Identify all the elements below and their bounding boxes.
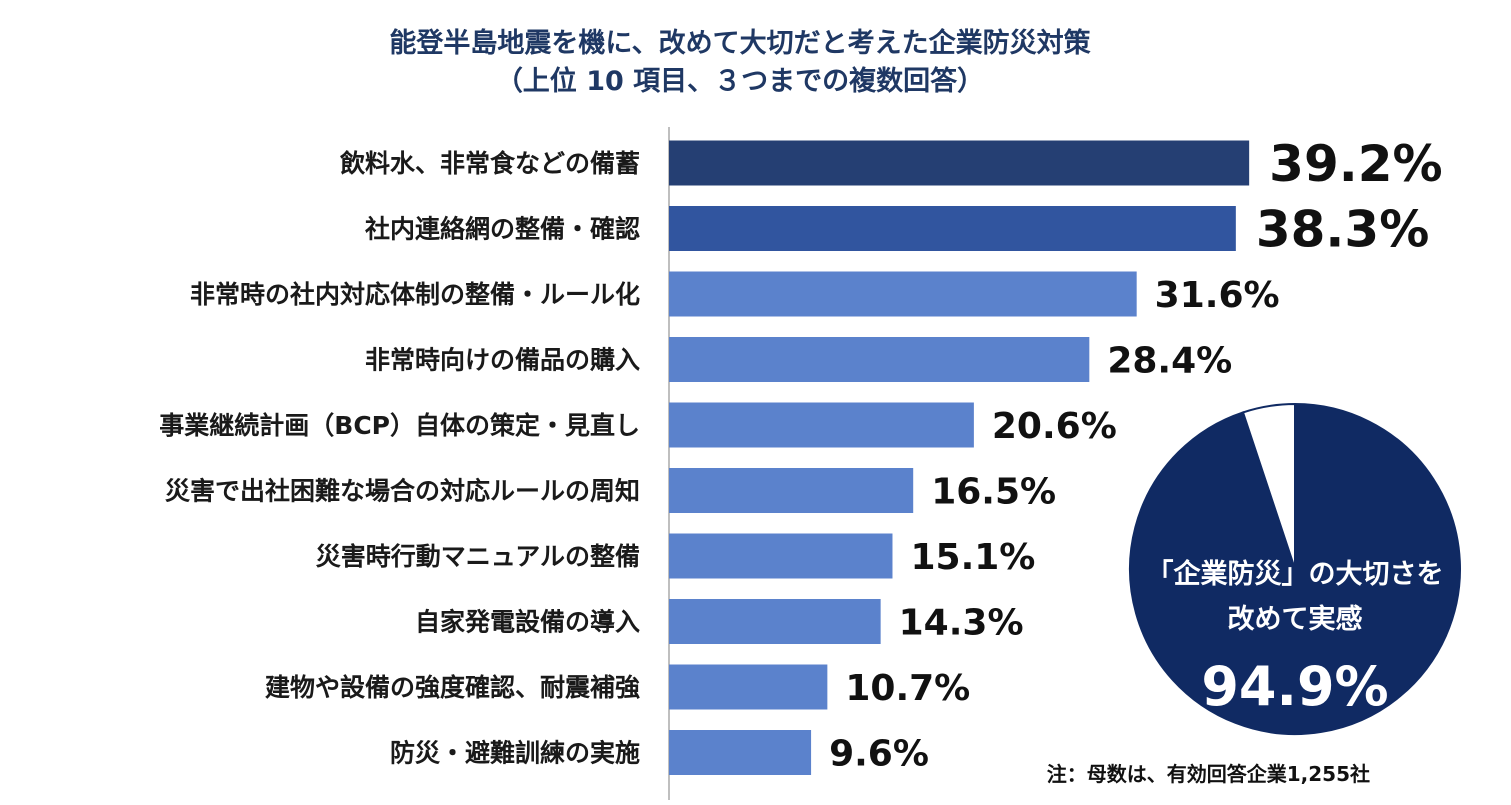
value-label: 28.4%	[1107, 340, 1232, 381]
chart-title: 能登半島地震を機に、改めて大切だと考えた企業防災対策	[389, 27, 1091, 59]
bar	[669, 599, 881, 644]
category-label: 飲料水、非常食などの備蓄	[339, 149, 640, 178]
value-label: 14.3%	[899, 602, 1024, 643]
value-label: 20.6%	[992, 406, 1117, 447]
value-label: 10.7%	[845, 668, 970, 709]
category-label: 非常時向けの備品の購入	[365, 346, 640, 375]
pie-slice-rest	[1241, 402, 1296, 570]
pie-value-label: 94.9%	[1201, 655, 1388, 718]
category-label: 災害で出社困難な場合の対応ルールの周知	[165, 477, 640, 506]
category-label: 自家発電設備の導入	[415, 608, 640, 637]
bar	[669, 533, 893, 579]
value-label: 9.6%	[829, 733, 929, 774]
bar	[669, 271, 1137, 317]
category-label: 社内連絡網の整備・確認	[365, 215, 640, 244]
value-label: 39.2%	[1269, 135, 1442, 193]
sample-note: 注：母数は、有効回答企業1,255社	[1047, 762, 1370, 786]
bar	[669, 140, 1250, 186]
bar	[669, 468, 914, 513]
category-label: 非常時の社内対応体制の整備・ルール化	[190, 280, 640, 309]
bar	[669, 402, 974, 448]
category-label: 建物や設備の強度確認、耐震補強	[265, 673, 640, 702]
category-label: 事業継続計画（BCP）自体の策定・見直し	[159, 411, 640, 440]
bar	[669, 337, 1090, 382]
value-label: 15.1%	[910, 537, 1035, 578]
bar	[669, 206, 1236, 251]
pie-label-line2: 改めて実感	[1228, 603, 1363, 635]
bar-group: 飲料水、非常食などの備蓄 39.2% 社内連絡網の整備・確認 38.3% 非常時の社内対…	[159, 135, 1443, 775]
bar	[669, 730, 812, 775]
value-label: 38.3%	[1256, 201, 1429, 259]
value-label: 16.5%	[931, 471, 1056, 512]
category-label: 災害時行動マニュアルの整備	[316, 542, 640, 571]
chart-subtitle: （上位 10 項目、３つまでの複数回答）	[496, 65, 984, 97]
value-label: 31.6%	[1155, 275, 1280, 316]
bar	[669, 664, 828, 710]
pie-label-line1: 「企業防災」の大切さを	[1147, 558, 1444, 590]
category-label: 防災・避難訓練の実施	[390, 739, 640, 768]
